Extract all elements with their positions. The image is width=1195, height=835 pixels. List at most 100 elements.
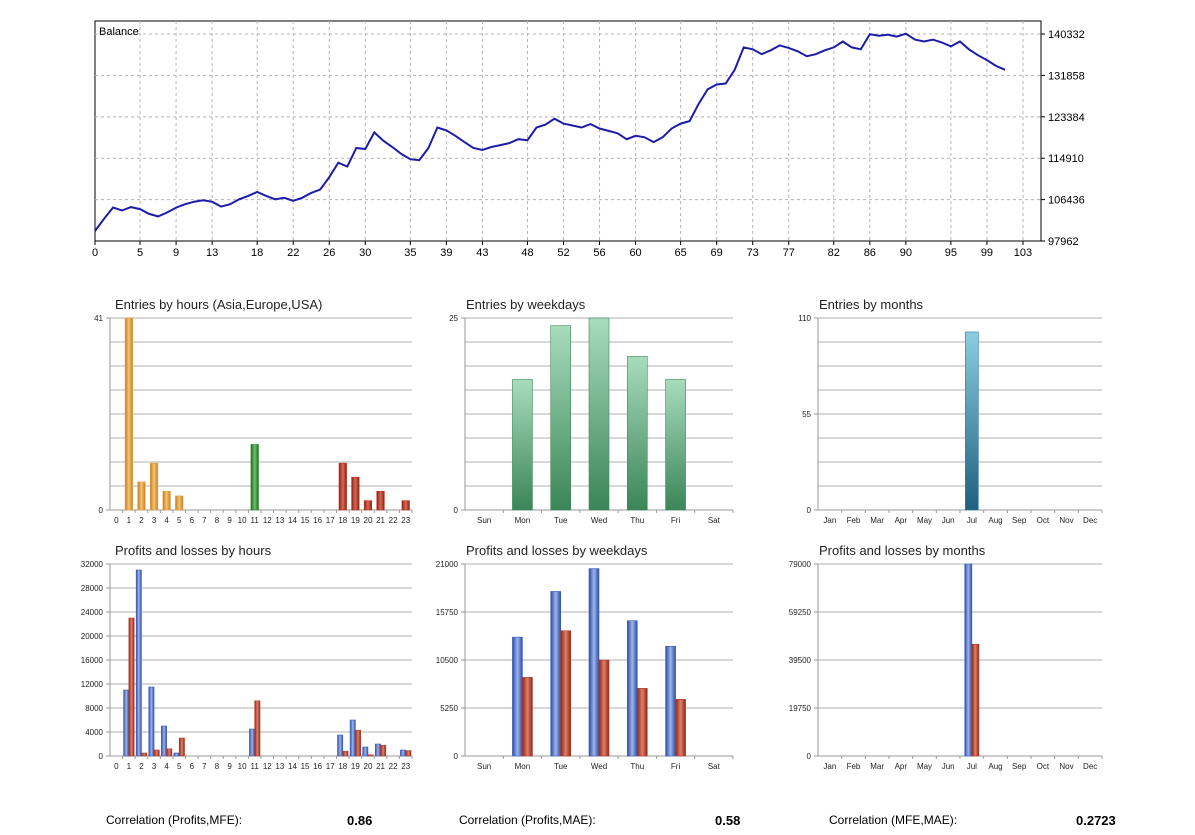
- pl-hours-profit-bar: [362, 746, 369, 757]
- entries-weekdays-x-tick-label: Thu: [630, 516, 644, 525]
- correlation-mfe-mae-value: 0.2723: [1076, 813, 1116, 828]
- pl-hours-x-tick-label: 0: [114, 762, 119, 771]
- balance-x-tick-label: 82: [828, 247, 840, 259]
- balance-line: [94, 32, 1006, 232]
- entries-hours-x-tick-label: 0: [114, 516, 119, 525]
- pl-hours-loss-bar: [166, 748, 173, 757]
- pl-months-x-tick-label: May: [917, 762, 932, 771]
- pl-months-x-tick-label: Jul: [967, 762, 977, 771]
- balance-chart: 97962 106436 114910 123384 131858 140332 0 5 9 13…: [92, 20, 1085, 259]
- entries-months-x-tick-label: Jun: [942, 516, 955, 525]
- pl-weekdays-profit-bar: [588, 568, 600, 757]
- entries-hours-bar: [137, 481, 146, 511]
- entries-weekdays-bar: [626, 356, 648, 511]
- pl-hours-y-tick-label: 20000: [81, 632, 104, 641]
- entries-hours-x-tick-label: 2: [139, 516, 144, 525]
- entries-hours-x-tick-label: 23: [401, 516, 410, 525]
- entries-hours-title: Entries by hours (Asia,Europe,USA): [115, 297, 322, 312]
- entries-hours-bar: [162, 490, 171, 511]
- pl-weekdays-loss-bar: [560, 630, 572, 757]
- pl-weekdays-y-tick-label: 10500: [436, 656, 459, 665]
- pl-months-x-tick-label: Jan: [823, 762, 836, 771]
- entries-months-y-tick-label: 110: [798, 314, 811, 323]
- balance-x-tick-label: 30: [359, 247, 371, 259]
- pl-hours-profit-bar: [173, 752, 180, 757]
- entries-months-x-tick-label: Sep: [1012, 516, 1027, 525]
- pl-hours-x-tick-label: 17: [326, 762, 335, 771]
- entries-hours-bar: [363, 500, 373, 511]
- pl-hours-chart: Profits and losses by hours0400080001200…: [81, 543, 413, 771]
- correlation-profits-mfe-label: Correlation (Profits,MFE):: [106, 813, 243, 827]
- entries-hours-y-tick-label: 41: [94, 314, 103, 323]
- balance-x-tick-label: 13: [206, 247, 218, 259]
- pl-months-y-tick-label: 19750: [789, 704, 812, 713]
- entries-hours-x-tick-label: 12: [263, 516, 272, 525]
- pl-weekdays-x-tick-label: Mon: [515, 762, 531, 771]
- entries-hours-x-tick-label: 6: [190, 516, 195, 525]
- pl-hours-x-tick-label: 9: [227, 762, 232, 771]
- entries-hours-bar: [124, 317, 133, 511]
- balance-x-tick-label: 39: [440, 247, 452, 259]
- balance-title: Balance: [99, 26, 139, 38]
- pl-hours-x-tick-label: 15: [301, 762, 310, 771]
- correlation-mfe-mae-label: Correlation (MFE,MAE):: [829, 813, 958, 827]
- pl-weekdays-y-tick-label: 5250: [440, 704, 458, 713]
- balance-y-tick-label: 131858: [1048, 70, 1085, 82]
- pl-hours-loss-bar: [153, 749, 160, 757]
- pl-months-chart: Profits and losses by months 0 19750 39500 5…: [789, 543, 1103, 771]
- entries-hours-bar: [401, 500, 410, 511]
- balance-x-tick-label: 35: [404, 247, 416, 259]
- pl-weekdays-profit-bar: [665, 645, 676, 757]
- pl-hours-profit-bar: [135, 569, 142, 757]
- entries-hours-bar: [175, 495, 184, 511]
- entries-months-x-tick-label: Aug: [988, 516, 1002, 525]
- entries-hours-x-tick-label: 8: [215, 516, 220, 525]
- pl-months-loss-bar: [971, 643, 980, 757]
- pl-hours-profit-bar: [337, 734, 344, 757]
- entries-hours-bar: [376, 490, 385, 511]
- pl-hours-x-tick-label: 20: [364, 762, 373, 771]
- entries-hours-x-tick-label: 7: [202, 516, 207, 525]
- entries-hours-x-tick-label: 18: [338, 516, 347, 525]
- pl-months-x-tick-label: Nov: [1059, 762, 1073, 771]
- balance-x-tick-label: 9: [173, 247, 179, 259]
- entries-weekdays-x-tick-label: Sun: [477, 516, 491, 525]
- entries-hours-x-tick-label: 16: [313, 516, 322, 525]
- pl-hours-profit-bar: [349, 719, 356, 757]
- balance-plot-frame: [94, 20, 1042, 242]
- pl-weekdays-loss-bar: [598, 659, 610, 757]
- pl-hours-x-tick-label: 3: [152, 762, 157, 771]
- pl-hours-x-tick-label: 7: [202, 762, 207, 771]
- pl-hours-y-tick-label: 16000: [81, 656, 104, 665]
- pl-weekdays-y-tick-label: 0: [454, 752, 459, 761]
- pl-weekdays-loss-bar: [675, 699, 686, 757]
- entries-weekdays-x-tick-label: Fri: [671, 516, 681, 525]
- pl-hours-loss-bar: [141, 752, 148, 757]
- pl-hours-x-tick-label: 8: [215, 762, 220, 771]
- balance-x-tick-label: 43: [476, 247, 488, 259]
- pl-hours-x-tick-label: 14: [288, 762, 297, 771]
- balance-x-tick-label: 77: [783, 247, 795, 259]
- pl-hours-x-tick-label: 2: [139, 762, 144, 771]
- pl-months-profit-bar: [964, 563, 973, 757]
- pl-weekdays-x-tick-label: Tue: [554, 762, 568, 771]
- balance-x-tick-label: 18: [251, 247, 263, 259]
- pl-hours-title: Profits and losses by hours: [115, 543, 272, 558]
- pl-months-x-tick-label: Sep: [1012, 762, 1027, 771]
- pl-hours-profit-bar: [374, 743, 381, 757]
- pl-hours-y-tick-label: 28000: [81, 584, 104, 593]
- entries-hours-x-tick-label: 19: [351, 516, 360, 525]
- entries-weekdays-x-tick-label: Mon: [515, 516, 531, 525]
- balance-x-tick-label: 99: [981, 247, 993, 259]
- pl-hours-loss-bar: [128, 617, 135, 757]
- entries-weekdays-y-tick-label: 25: [449, 314, 458, 323]
- pl-months-x-tick-label: Feb: [847, 762, 861, 771]
- pl-weekdays-x-tick-label: Fri: [671, 762, 681, 771]
- pl-hours-x-tick-label: 18: [338, 762, 347, 771]
- entries-months-y-tick-label: 55: [802, 410, 811, 419]
- balance-x-tick-label: 69: [711, 247, 723, 259]
- entries-weekdays-bar: [550, 325, 572, 511]
- entries-weekdays-bar: [512, 379, 533, 511]
- pl-hours-loss-bar: [380, 744, 387, 757]
